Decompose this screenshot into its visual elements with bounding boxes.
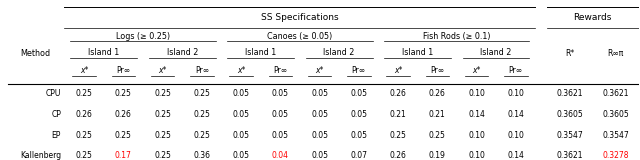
Text: 0.05: 0.05 [311,89,328,98]
Text: x*: x* [158,66,167,75]
Text: 0.25: 0.25 [76,151,93,160]
Text: Pr∞: Pr∞ [116,66,131,75]
Text: Logs (≥ 0.25): Logs (≥ 0.25) [116,32,170,41]
Text: 0.05: 0.05 [232,89,250,98]
Text: 0.3621: 0.3621 [557,89,583,98]
Text: 0.05: 0.05 [350,89,367,98]
Text: 0.26: 0.26 [76,110,93,119]
Text: 0.26: 0.26 [115,110,132,119]
Text: 0.3605: 0.3605 [556,110,583,119]
Text: 0.14: 0.14 [508,151,524,160]
Text: 0.05: 0.05 [311,131,328,140]
Text: 0.3605: 0.3605 [602,110,629,119]
Text: CP: CP [51,110,61,119]
Text: 0.05: 0.05 [232,110,250,119]
Text: 0.25: 0.25 [115,131,132,140]
Text: 0.25: 0.25 [390,131,406,140]
Text: x*: x* [394,66,402,75]
Text: 0.17: 0.17 [115,151,132,160]
Text: 0.25: 0.25 [154,131,171,140]
Text: 0.26: 0.26 [429,89,445,98]
Text: R*: R* [565,49,575,58]
Text: 0.05: 0.05 [350,110,367,119]
Text: 0.14: 0.14 [468,110,485,119]
Text: 0.10: 0.10 [468,151,485,160]
Text: 0.36: 0.36 [193,151,211,160]
Text: 0.26: 0.26 [390,89,406,98]
Text: 0.25: 0.25 [76,89,93,98]
Text: Island 1: Island 1 [402,48,433,57]
Text: 0.3621: 0.3621 [557,151,583,160]
Text: 0.05: 0.05 [232,151,250,160]
Text: Method: Method [20,49,51,58]
Text: R∞π: R∞π [607,49,624,58]
Text: Pr∞: Pr∞ [509,66,523,75]
Text: 0.10: 0.10 [468,89,485,98]
Text: x*: x* [237,66,245,75]
Text: 0.05: 0.05 [272,89,289,98]
Text: 0.21: 0.21 [390,110,406,119]
Text: 0.26: 0.26 [390,151,406,160]
Text: 0.07: 0.07 [350,151,367,160]
Text: 0.10: 0.10 [468,131,485,140]
Text: SS Specifications: SS Specifications [261,13,339,22]
Text: 0.25: 0.25 [429,131,445,140]
Text: Pr∞: Pr∞ [273,66,287,75]
Text: Rewards: Rewards [573,13,612,22]
Text: 0.3547: 0.3547 [602,131,629,140]
Text: 0.05: 0.05 [311,151,328,160]
Text: Pr∞: Pr∞ [195,66,209,75]
Text: Island 2: Island 2 [323,48,355,57]
Text: 0.21: 0.21 [429,110,445,119]
Text: 0.14: 0.14 [508,110,524,119]
Text: Fish Rods (≥ 0.1): Fish Rods (≥ 0.1) [423,32,491,41]
Text: 0.25: 0.25 [154,110,171,119]
Text: Kallenberg: Kallenberg [20,151,61,160]
Text: 0.3621: 0.3621 [602,89,629,98]
Text: 0.25: 0.25 [115,89,132,98]
Text: Island 1: Island 1 [245,48,276,57]
Text: 0.19: 0.19 [429,151,445,160]
Text: 0.05: 0.05 [311,110,328,119]
Text: 0.3547: 0.3547 [556,131,583,140]
Text: 0.3278: 0.3278 [602,151,629,160]
Text: 0.05: 0.05 [350,131,367,140]
Text: x*: x* [472,66,481,75]
Text: Island 2: Island 2 [481,48,512,57]
Text: 0.25: 0.25 [193,131,211,140]
Text: EP: EP [52,131,61,140]
Text: Island 2: Island 2 [166,48,198,57]
Text: Island 1: Island 1 [88,48,119,57]
Text: 0.25: 0.25 [193,110,211,119]
Text: 0.05: 0.05 [232,131,250,140]
Text: 0.05: 0.05 [272,131,289,140]
Text: CPU: CPU [45,89,61,98]
Text: 0.25: 0.25 [76,131,93,140]
Text: x*: x* [316,66,324,75]
Text: 0.25: 0.25 [154,151,171,160]
Text: 0.04: 0.04 [272,151,289,160]
Text: 0.05: 0.05 [272,110,289,119]
Text: Canoes (≥ 0.05): Canoes (≥ 0.05) [268,32,333,41]
Text: 0.25: 0.25 [154,89,171,98]
Text: x*: x* [80,66,88,75]
Text: 0.10: 0.10 [508,131,524,140]
Text: Pr∞: Pr∞ [352,66,366,75]
Text: 0.10: 0.10 [508,89,524,98]
Text: Pr∞: Pr∞ [430,66,444,75]
Text: 0.25: 0.25 [193,89,211,98]
